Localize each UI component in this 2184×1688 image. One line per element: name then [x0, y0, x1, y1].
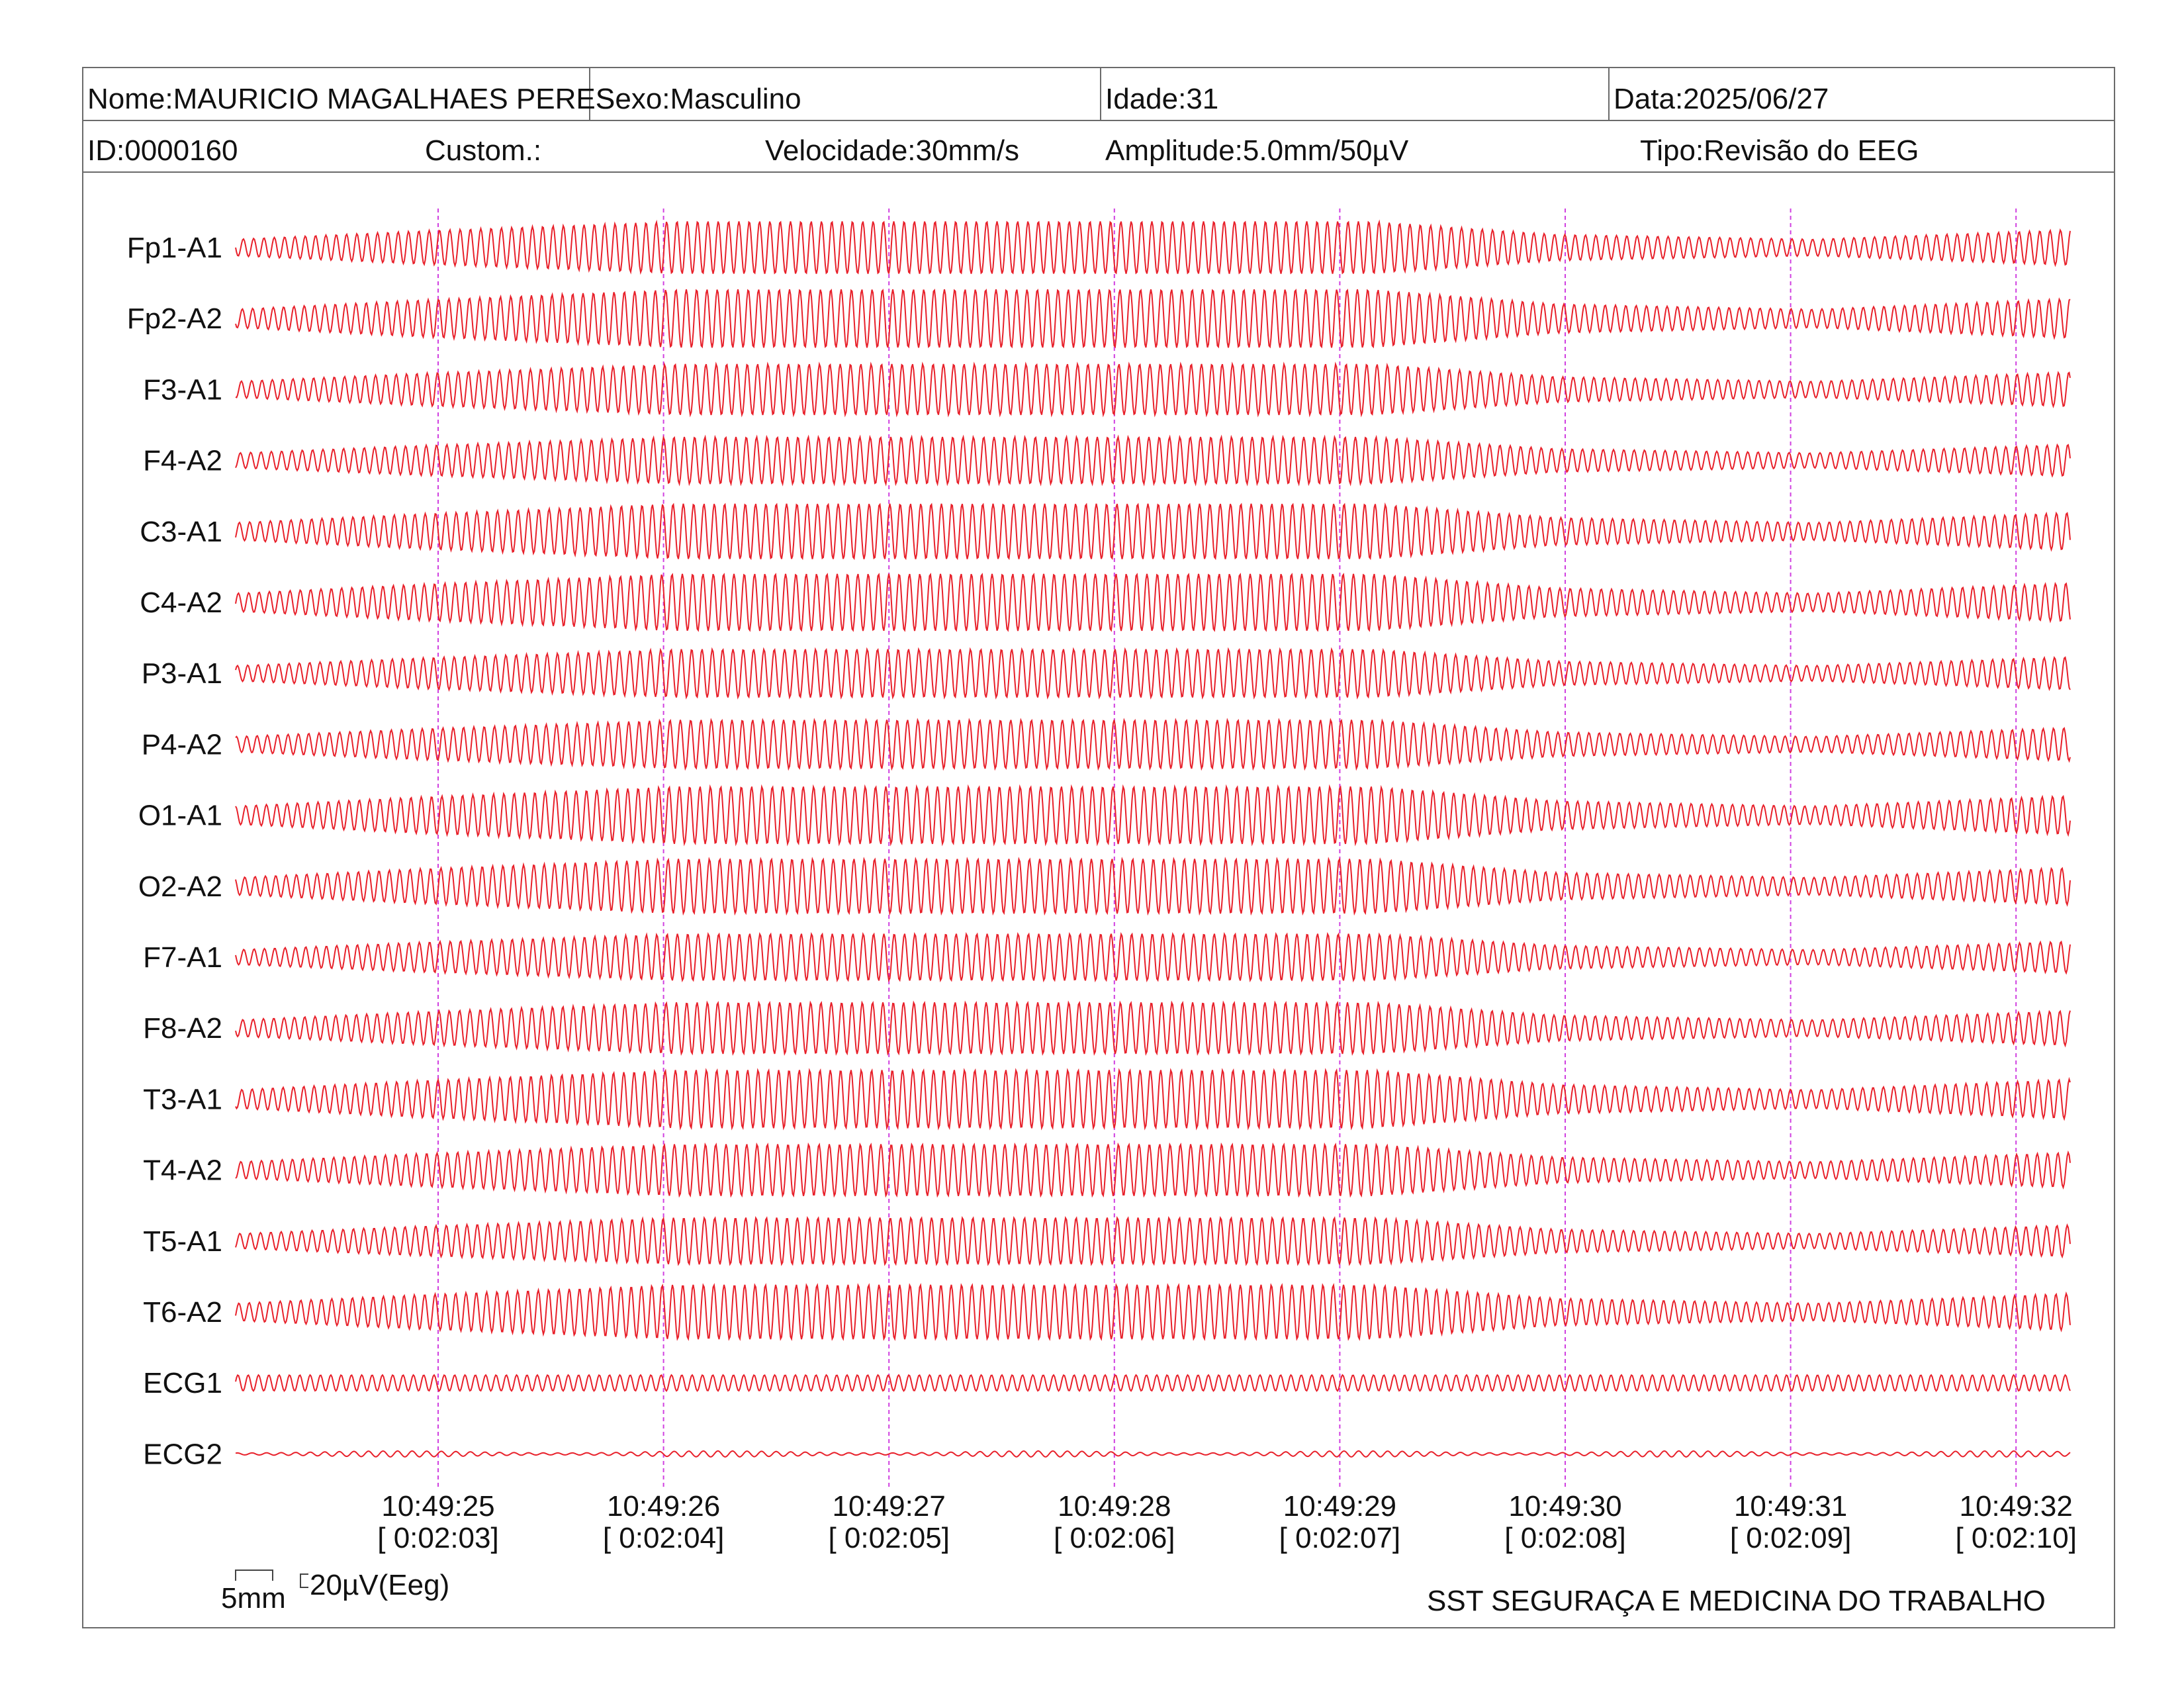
patient-sex: Sexo:Masculino — [596, 83, 801, 115]
channel-label: O1-A1 — [138, 800, 222, 832]
tick-time-label: 10:49:28 — [1058, 1490, 1171, 1523]
header-row-divider — [82, 120, 2115, 121]
tick-time-label: 10:49:27 — [833, 1490, 946, 1523]
channel-label: F3-A1 — [143, 373, 222, 406]
channel-label: T4-A2 — [143, 1154, 222, 1187]
tick-time-label: 10:49:30 — [1508, 1490, 1621, 1523]
second-markers — [437, 209, 2017, 1489]
trace-f3-a1 — [235, 361, 2071, 418]
trace-p4-a2 — [235, 718, 2071, 771]
trace-p3-a1 — [235, 647, 2071, 700]
tick-elapsed-label: [ 0:02:09] — [1730, 1522, 1851, 1554]
trace-o2-a2 — [235, 857, 2071, 916]
header-cell-divider-2 — [1100, 67, 1101, 120]
trace-t6-a2 — [235, 1283, 2071, 1341]
frame-bottom — [82, 1627, 2115, 1628]
trace-c3-a1 — [235, 502, 2071, 561]
tick-elapsed-label: [ 0:02:06] — [1054, 1522, 1175, 1554]
tick-elapsed-label: [ 0:02:07] — [1279, 1522, 1400, 1554]
amplitude-setting: Amplitude:5.0mm/50µV — [1105, 134, 1409, 167]
frame-top — [82, 67, 2115, 68]
tick-time-label: 10:49:31 — [1734, 1490, 1847, 1523]
channel-label: ECG1 — [143, 1367, 222, 1399]
custom-field: Custom.: — [425, 134, 542, 167]
tick-time-label: 10:49:25 — [381, 1490, 494, 1523]
tick-time-label: 10:49:26 — [607, 1490, 720, 1523]
channel-label: F7-A1 — [143, 941, 222, 974]
time-scale-bracket — [235, 1570, 273, 1581]
tick-elapsed-label: [ 0:02:05] — [828, 1522, 949, 1554]
channel-label: Fp2-A2 — [127, 303, 222, 335]
header-cell-divider-1 — [589, 67, 590, 120]
channel-label: C3-A1 — [140, 516, 222, 548]
time-axis-labels: 10:49:25[ 0:02:03] 10:49:26[ 0:02:04] 10:4… — [377, 1490, 2077, 1554]
trace-f7-a1 — [235, 931, 2071, 983]
channel-label: C4-A2 — [140, 586, 222, 619]
header-bottom-divider — [82, 171, 2115, 173]
channel-label: T6-A2 — [143, 1296, 222, 1329]
channel-label: P4-A2 — [142, 728, 222, 761]
tick-time-label: 10:49:29 — [1283, 1490, 1396, 1523]
channel-label: O2-A2 — [138, 870, 222, 903]
channel-label: F4-A2 — [143, 445, 222, 477]
tick-elapsed-label: [ 0:02:04] — [603, 1522, 724, 1554]
tick-elapsed-label: [ 0:02:10] — [1955, 1522, 2076, 1554]
trace-c4-a2 — [235, 573, 2071, 632]
trace-ecg2 — [235, 1450, 2071, 1458]
trace-t4-a2 — [235, 1142, 2071, 1198]
trace-f4-a2 — [235, 434, 2071, 487]
frame-left — [82, 67, 83, 1628]
channel-label: ECG2 — [143, 1438, 222, 1470]
patient-name: Nome:MAURICIO MAGALHAES PERES — [87, 83, 615, 115]
patient-age: Idade:31 — [1105, 83, 1219, 115]
trace-t5-a1 — [235, 1216, 2071, 1266]
channel-label: T5-A1 — [143, 1225, 222, 1258]
channel-label: T3-A1 — [143, 1083, 222, 1115]
trace-o1-a1 — [235, 784, 2071, 847]
channel-label: F8-A2 — [143, 1012, 222, 1045]
exam-type: Tipo:Revisão do EEG — [1640, 134, 1919, 167]
trace-t3-a1 — [235, 1068, 2071, 1131]
amplitude-scale-bracket — [300, 1573, 308, 1588]
organization-name: SST SEGURAÇA E MEDICINA DO TRABALHO — [1427, 1585, 2046, 1617]
trace-f8-a2 — [235, 1000, 2071, 1056]
channel-label: P3-A1 — [142, 657, 222, 690]
time-scale-label: 5mm — [221, 1582, 286, 1615]
patient-id: ID:0000160 — [87, 134, 238, 167]
channel-labels: Fp1-A1 Fp2-A2 F3-A1 F4-A2 C3-A1 C4-A2 P3-A1 P4-… — [127, 232, 222, 1470]
trace-ecg1 — [235, 1374, 2071, 1392]
header-cell-divider-3 — [1608, 67, 1610, 120]
eeg-traces — [235, 219, 2071, 1458]
tick-elapsed-label: [ 0:02:03] — [377, 1522, 498, 1554]
channel-label: Fp1-A1 — [127, 232, 222, 264]
scale-bar — [235, 1570, 308, 1588]
exam-date: Data:2025/06/27 — [1614, 83, 1829, 115]
tick-elapsed-label: [ 0:02:08] — [1504, 1522, 1625, 1554]
frame-right — [2114, 67, 2115, 1628]
trace-fp2-a2 — [235, 289, 2071, 349]
speed-setting: Velocidade:30mm/s — [765, 134, 1019, 167]
amplitude-scale-label: 20µV(Eeg) — [310, 1569, 450, 1601]
tick-time-label: 10:49:32 — [1960, 1490, 2073, 1523]
trace-fp1-a1 — [235, 219, 2071, 275]
